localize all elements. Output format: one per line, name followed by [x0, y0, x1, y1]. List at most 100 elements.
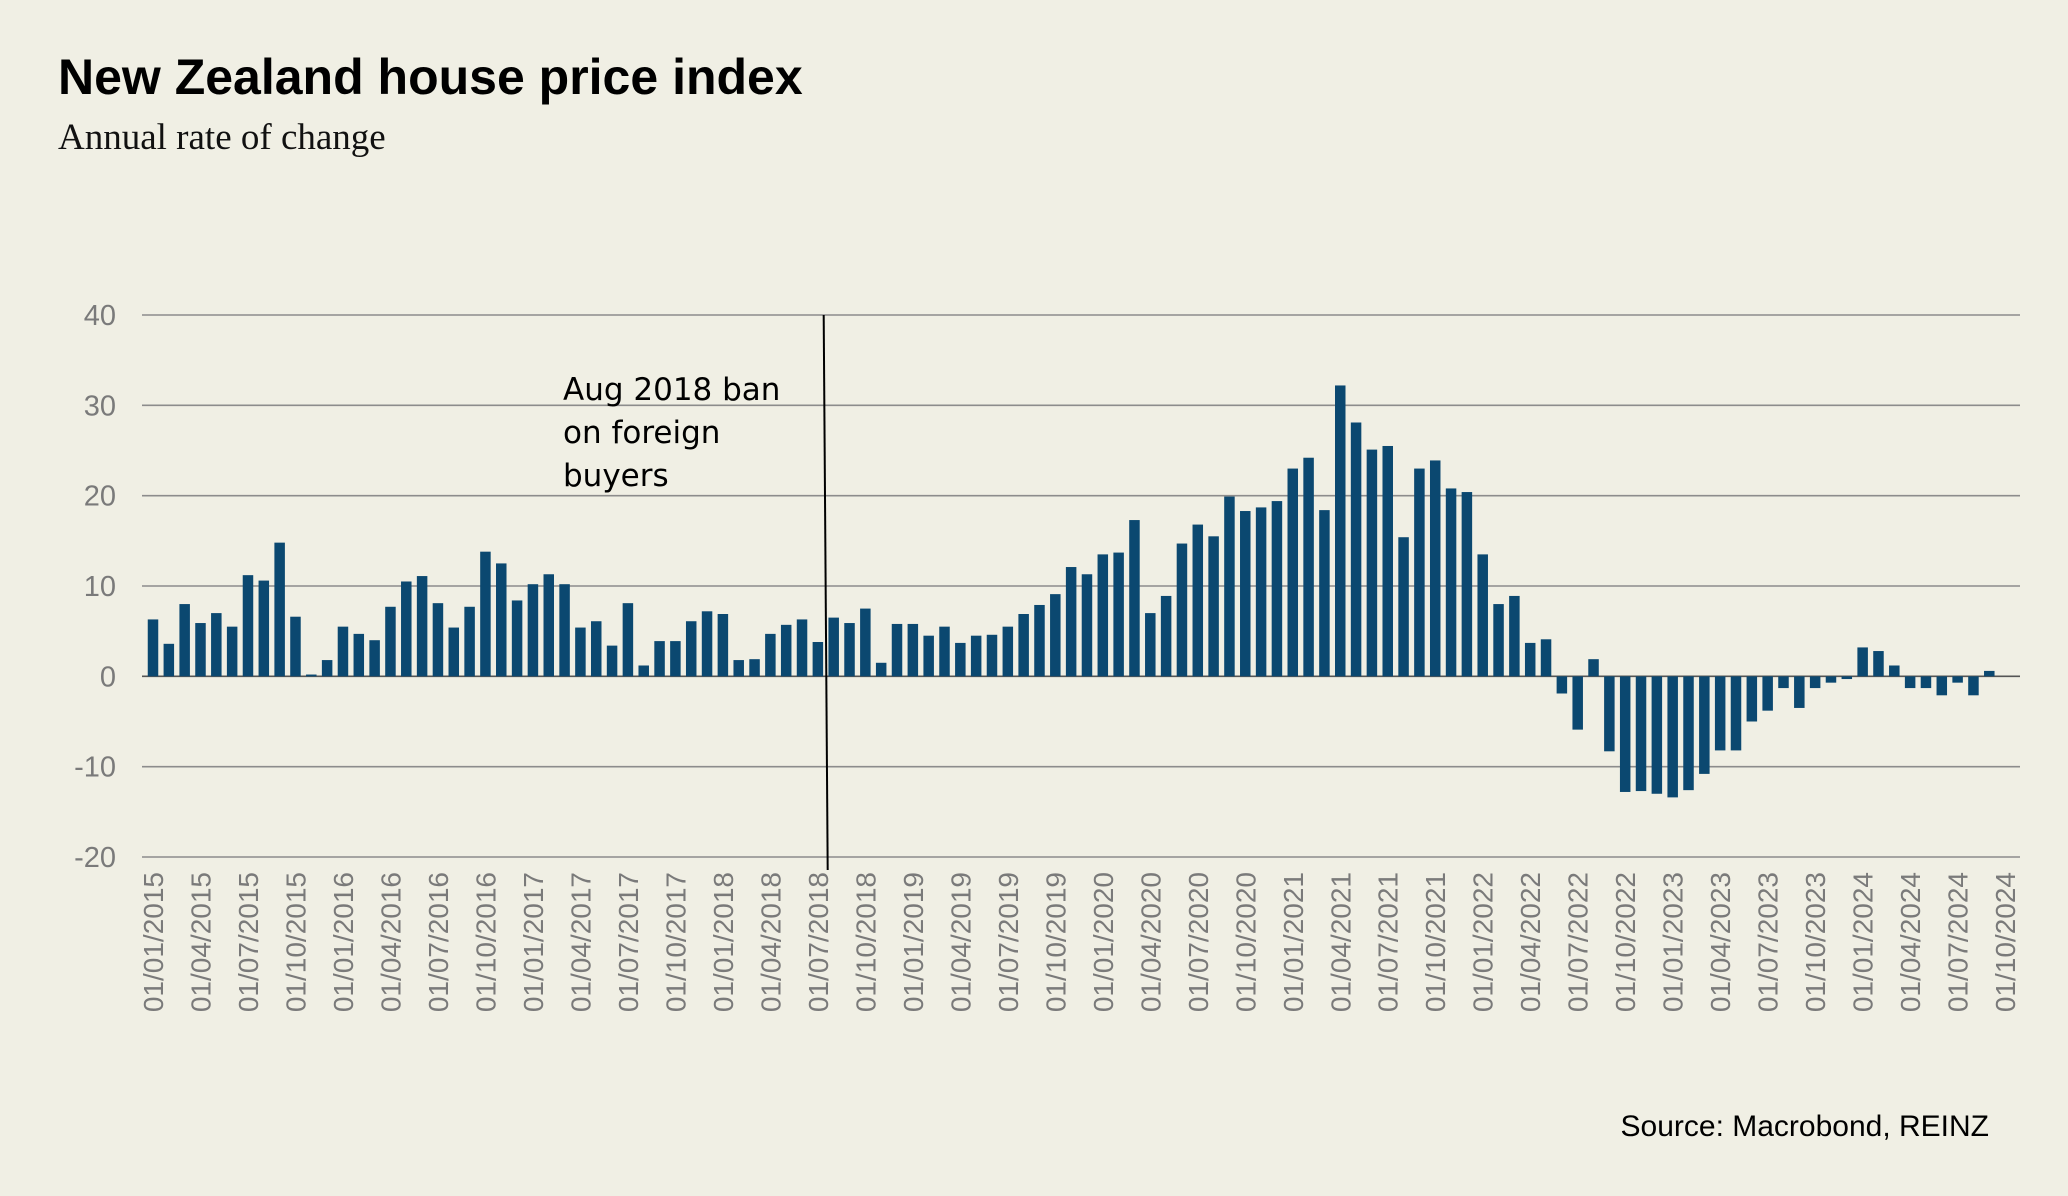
x-tick-label: 01/07/2015: [233, 872, 264, 1012]
bar: [1160, 595, 1172, 677]
x-tick-label: 01/04/2015: [185, 872, 216, 1012]
bar: [1904, 676, 1916, 689]
bar: [1841, 676, 1853, 680]
bar: [590, 621, 602, 677]
y-tick-label: -10: [74, 752, 116, 784]
x-tick-label: 01/10/2020: [1230, 872, 1261, 1012]
bar: [1303, 457, 1314, 677]
bar: [369, 640, 380, 677]
bar: [274, 542, 285, 677]
bar: [1936, 676, 1948, 696]
bar: [464, 606, 475, 677]
x-tick-label: 01/07/2018: [803, 872, 834, 1012]
y-tick-label: 10: [84, 571, 116, 603]
bar: [1572, 676, 1583, 730]
bar: [844, 623, 855, 677]
bar: [1556, 676, 1568, 694]
bar: [527, 584, 539, 677]
bar: [1002, 626, 1014, 677]
bar: [1778, 676, 1789, 689]
bar: [1414, 468, 1425, 677]
x-tick-label: 01/01/2021: [1278, 872, 1309, 1012]
bar: [1762, 676, 1773, 711]
bar: [179, 604, 190, 677]
bar: [1065, 567, 1077, 677]
x-tick-label: 01/07/2017: [613, 872, 644, 1012]
bar: [290, 616, 301, 677]
x-tick-label: 01/10/2018: [850, 872, 881, 1012]
bar: [654, 641, 665, 677]
bar: [1683, 676, 1694, 791]
y-tick-label: -20: [74, 842, 116, 874]
x-tick-label: 01/01/2017: [518, 872, 549, 1012]
bar: [1129, 520, 1140, 677]
x-tick-label: 01/01/2024: [1848, 872, 1879, 1012]
bar: [258, 580, 270, 677]
bar: [401, 581, 412, 677]
bar: [385, 606, 396, 677]
x-tick-label: 01/07/2019: [993, 872, 1024, 1012]
bar: [337, 626, 349, 677]
bar: [638, 665, 649, 677]
bar: [1255, 507, 1267, 677]
bar: [1240, 511, 1251, 677]
annotation-text: Aug 2018 ban: [563, 372, 780, 408]
bar: [1968, 676, 1979, 696]
bar: [749, 659, 760, 677]
x-tick-label: 01/10/2024: [1990, 872, 2021, 1012]
x-tick-label: 01/01/2020: [1088, 872, 1119, 1012]
x-tick-label: 01/04/2023: [1705, 872, 1736, 1012]
bar: [1952, 676, 1963, 683]
bar: [211, 613, 222, 677]
bar: [733, 660, 744, 677]
source-note: Source: Macrobond, REINZ: [1620, 1110, 1989, 1143]
bar: [670, 641, 681, 677]
x-tick-label: 01/10/2016: [470, 872, 501, 1012]
bar: [448, 627, 460, 677]
bar: [1873, 651, 1884, 677]
x-tick-label: 01/04/2017: [565, 872, 596, 1012]
bar: [1445, 488, 1457, 677]
bar: [559, 584, 570, 677]
x-tick-label: 01/04/2019: [945, 872, 976, 1012]
bar: [1667, 676, 1678, 798]
bar: [796, 619, 808, 677]
x-tick-label: 01/04/2024: [1895, 872, 1926, 1012]
x-tick-label: 01/10/2019: [1040, 872, 1071, 1012]
bar: [480, 551, 491, 677]
bar: [195, 623, 206, 677]
x-tick-label: 01/04/2021: [1325, 872, 1356, 1012]
bar: [780, 624, 792, 677]
bar: [1524, 642, 1536, 677]
bar: [1224, 496, 1235, 677]
bar: [1730, 676, 1742, 751]
bar: [1635, 676, 1647, 792]
bar: [1050, 594, 1061, 677]
chart-title: New Zealand house price index: [58, 49, 803, 105]
x-tick-label: 01/07/2021: [1373, 872, 1404, 1012]
bar: [575, 627, 586, 677]
bar: [1699, 676, 1710, 774]
bar: [353, 633, 365, 677]
bar: [986, 634, 998, 677]
bar: [1034, 604, 1045, 677]
bar: [606, 645, 618, 677]
bar: [1794, 676, 1805, 708]
bar: [1398, 537, 1409, 677]
x-tick-label: 01/04/2022: [1515, 872, 1546, 1012]
bar: [306, 674, 317, 677]
bar: [1081, 574, 1093, 677]
bar: [1619, 676, 1631, 792]
annotation-text: on foreign: [563, 415, 720, 451]
bar: [1651, 676, 1663, 794]
bar: [1984, 670, 1995, 677]
bar: [812, 642, 824, 677]
bar: [828, 617, 839, 677]
bar: [543, 574, 554, 677]
bar: [1461, 492, 1473, 677]
chart-subtitle: Annual rate of change: [58, 117, 386, 158]
bar: [891, 623, 903, 677]
bar: [1335, 385, 1346, 677]
bar: [1192, 524, 1204, 677]
